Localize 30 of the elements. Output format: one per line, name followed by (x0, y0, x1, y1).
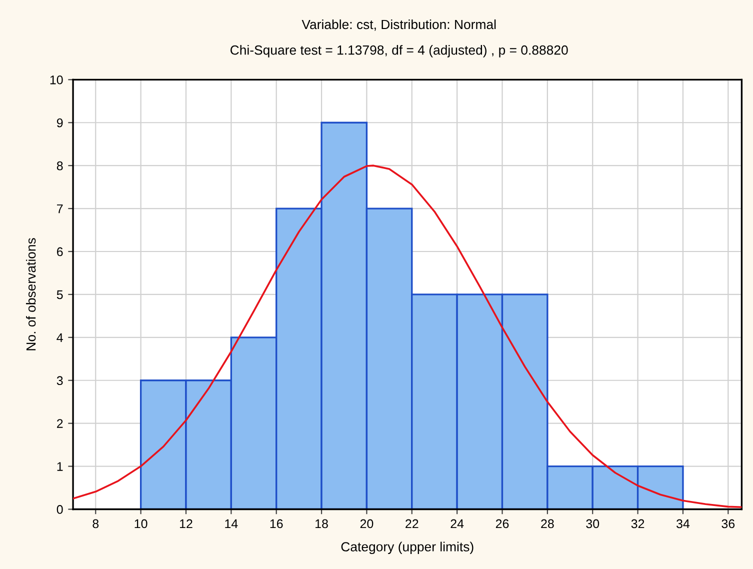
x-tick-label: 36 (722, 519, 735, 528)
y-tick-label: 9 (56, 118, 63, 128)
y-tick-label: 8 (56, 161, 63, 170)
x-tick-label: 14 (225, 519, 238, 528)
x-tick-label: 20 (360, 519, 374, 528)
x-tick-label: 26 (496, 519, 509, 528)
y-tick-label: 0 (56, 505, 63, 514)
y-axis-title: No. of observations (26, 238, 36, 350)
x-tick-label: 34 (676, 519, 690, 528)
x-tick-label: 10 (134, 519, 148, 528)
x-tick-label: 22 (406, 519, 418, 528)
y-tick-label: 7 (57, 204, 63, 214)
y-tick-label: 4 (56, 333, 63, 342)
y-tick-label: 6 (57, 247, 63, 256)
y-tick-label: 2 (56, 419, 63, 428)
x-tick-label: 16 (270, 519, 283, 528)
chart-title: Variable: cst, Distribution: Normal (302, 19, 496, 31)
x-tick-label: 24 (450, 519, 464, 528)
x-tick-label: 28 (541, 519, 554, 528)
x-tick-label: 12 (180, 519, 192, 528)
chart-subtitle: Chi-Square test = 1.13798, df = 4 (adjusted) , p = 0.88820 (230, 45, 568, 58)
x-tick-label: 18 (316, 519, 328, 528)
y-tick-label: 3 (56, 376, 63, 386)
x-tick-label: 30 (586, 519, 600, 528)
y-tick-label: 10 (50, 75, 63, 84)
x-tick-label: 8 (92, 519, 99, 528)
x-axis-title: Category (upper limits) (341, 542, 474, 554)
x-tick-label: 32 (631, 519, 644, 528)
y-tick-label: 5 (56, 290, 63, 300)
y-tick-label: 1 (57, 462, 63, 471)
